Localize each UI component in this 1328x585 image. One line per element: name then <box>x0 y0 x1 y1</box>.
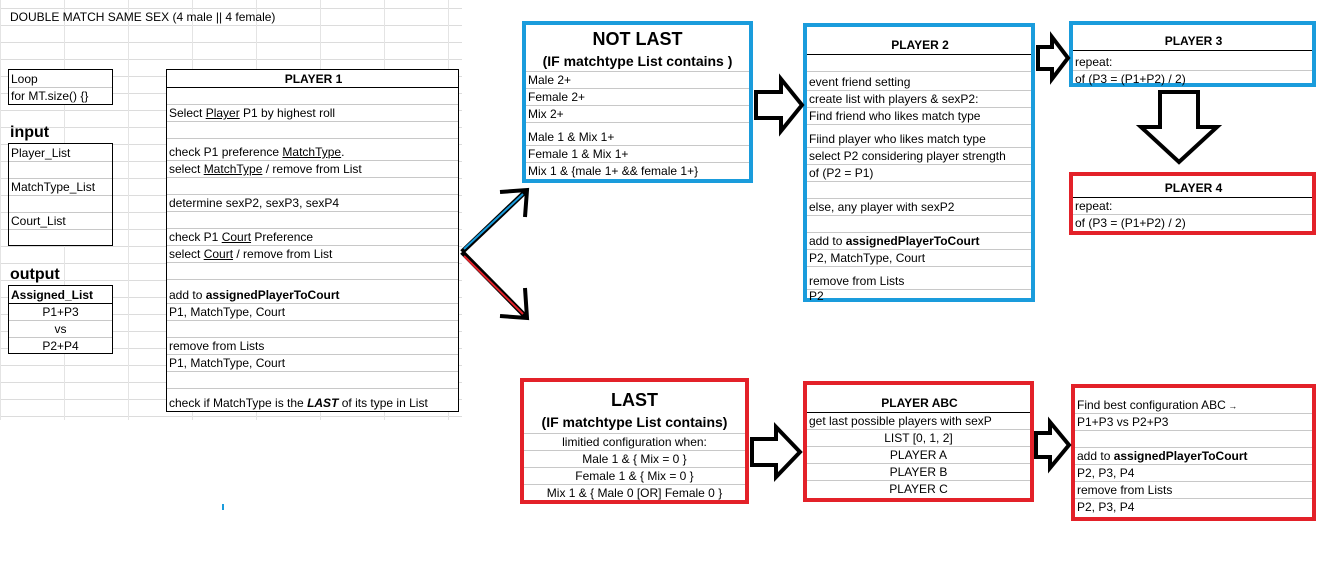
not-last-title: NOT LAST <box>592 29 683 49</box>
right-arrow-icon <box>1036 31 1071 85</box>
right-arrow-icon: → <box>1225 401 1238 411</box>
last-item: Male 1 & { Mix = 0 } <box>582 452 687 466</box>
player1-select-court-line: select Court / remove from List <box>169 247 333 261</box>
last-item: Mix 1 & { Male 0 [OR] Female 0 } <box>546 486 723 500</box>
player3-formula: of (P3 = (P1+P2) / 2) <box>1075 72 1186 86</box>
output-pair-1: P1+P3 <box>42 305 79 319</box>
input-item: MatchType_List <box>11 180 96 194</box>
not-last-subtitle: (IF matchtype List contains ) <box>542 53 733 69</box>
loop-label: Loop <box>11 72 38 86</box>
player2-line: Find friend who likes match type <box>809 109 981 123</box>
output-heading: output <box>10 266 60 283</box>
player2-line: event friend setting <box>809 75 911 89</box>
player3-header: PLAYER 3 <box>1164 34 1223 48</box>
input-item: Court_List <box>11 214 66 228</box>
player2-remove-line: remove from Lists <box>809 274 905 288</box>
player2-add-detail: P2, MatchType, Court <box>809 251 926 265</box>
not-last-item: Mix 2+ <box>528 107 564 121</box>
player1-remove-line: remove from Lists <box>169 339 265 353</box>
player2-line: Fiind player who likes match type <box>809 132 986 146</box>
not-last-item: Mix 1 & {male 1+ && female 1+} <box>528 164 699 178</box>
player1-add-detail: P1, MatchType, Court <box>169 305 286 319</box>
player2-header: PLAYER 2 <box>891 38 949 52</box>
last-item: Female 1 & { Mix = 0 } <box>575 469 694 483</box>
best-config-add-line: add to assignedPlayerToCourt <box>1077 449 1248 463</box>
player2-box: PLAYER 2 event friend setting create lis… <box>803 23 1035 303</box>
player1-check-pref-line: check P1 preference MatchType. <box>169 145 345 159</box>
loop-condition: for MT.size() {} <box>11 89 89 103</box>
player4-header: PLAYER 4 <box>1164 181 1223 195</box>
best-config-pairs: P1+P3 vs P2+P3 <box>1077 415 1169 429</box>
player-abc-line: PLAYER A <box>889 448 948 462</box>
not-last-item: Male 2+ <box>528 73 572 87</box>
player-abc-line: PLAYER B <box>889 465 948 479</box>
best-config-add-detail: P2, P3, P4 <box>1077 466 1135 480</box>
player2-line: select P2 considering player strength <box>809 149 1006 163</box>
player1-determine-line: determine sexP2, sexP3, sexP4 <box>169 196 340 210</box>
not-last-item: Male 1 & Mix 1+ <box>528 130 615 144</box>
player-abc-line: LIST [0, 1, 2] <box>884 431 953 445</box>
player1-select-mt-line: select MatchType / remove from List <box>169 162 362 176</box>
player2-add-line: add to assignedPlayerToCourt <box>809 234 980 248</box>
player1-check-court-line: check P1 Court Preference <box>169 230 314 244</box>
player2-line: create list with players & sexP2: <box>809 92 979 106</box>
player4-formula: of (P3 = (P1+P2) / 2) <box>1075 216 1186 230</box>
input-heading: input <box>10 124 50 141</box>
not-last-box: NOT LAST (IF matchtype List contains ) M… <box>522 21 753 183</box>
assigned-list-label: Assigned_List <box>11 288 94 302</box>
diagonal-arrow-up-icon <box>460 187 530 254</box>
player1-remove-detail: P1, MatchType, Court <box>169 356 286 370</box>
player-abc-line: get last possible players with sexP <box>809 414 992 428</box>
right-arrow-icon <box>754 73 805 137</box>
diagonal-arrow-down-icon <box>460 250 530 321</box>
best-config-title: Find best configuration ABC → <box>1077 398 1238 412</box>
right-arrow-icon <box>1034 416 1072 474</box>
input-item: Player_List <box>11 146 71 160</box>
not-last-item: Female 2+ <box>528 90 586 104</box>
output-box: Assigned_List P1+P3 vs P2+P4 <box>8 285 113 354</box>
player4-repeat: repeat: <box>1075 199 1113 213</box>
last-title: LAST <box>611 390 658 410</box>
blue-tick-mark <box>222 504 224 510</box>
right-arrow-icon <box>750 422 803 482</box>
best-config-remove-line: remove from Lists <box>1077 483 1173 497</box>
down-arrow-icon <box>1135 90 1223 165</box>
player-abc-box: PLAYER ABC get last possible players wit… <box>803 381 1034 502</box>
player1-select-line: Select Player P1 by highest roll <box>169 106 336 120</box>
player4-box: PLAYER 4 repeat: of (P3 = (P1+P2) / 2) <box>1069 172 1316 235</box>
player-abc-header: PLAYER ABC <box>881 396 958 410</box>
player1-header: PLAYER 1 <box>284 72 343 86</box>
player1-box: PLAYER 1 Select Player P1 by highest rol… <box>166 69 459 412</box>
output-pair-2: P2+P4 <box>42 339 79 353</box>
not-last-item: Female 1 & Mix 1+ <box>528 147 629 161</box>
player2-line: of (P2 = P1) <box>809 166 874 180</box>
loop-box: Loop for MT.size() {} <box>8 69 113 105</box>
player1-add-line: add to assignedPlayerToCourt <box>169 288 340 302</box>
last-box: LAST (IF matchtype List contains) limiti… <box>520 378 749 504</box>
player2-remove-detail: P2 <box>809 289 824 303</box>
page-title: DOUBLE MATCH SAME SEX (4 male || 4 femal… <box>10 10 276 24</box>
last-item: limitied configuration when: <box>562 435 707 449</box>
input-box: Player_List MatchType_List Court_List <box>8 143 113 246</box>
best-config-box: Find best configuration ABC → P1+P3 vs P… <box>1071 384 1316 521</box>
player3-repeat: repeat: <box>1075 55 1113 69</box>
best-config-remove-detail: P2, P3, P4 <box>1077 500 1135 514</box>
player1-check-last-line: check if MatchType is the LAST of its ty… <box>169 396 428 410</box>
player-abc-line: PLAYER C <box>889 482 948 496</box>
player3-box: PLAYER 3 repeat: of (P3 = (P1+P2) / 2) <box>1069 21 1316 87</box>
output-vs: vs <box>54 322 67 336</box>
last-subtitle: (IF matchtype List contains) <box>541 414 728 430</box>
player2-line: else, any player with sexP2 <box>809 200 955 214</box>
